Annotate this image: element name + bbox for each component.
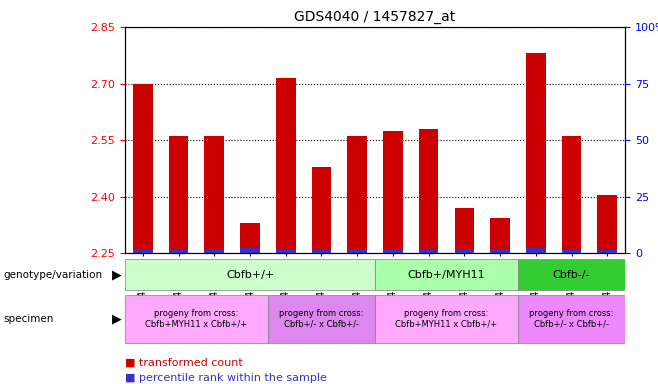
- Bar: [375, 259, 518, 290]
- Bar: [312, 167, 331, 253]
- Text: progeny from cross:
Cbfb+MYH11 x Cbfb+/+: progeny from cross: Cbfb+MYH11 x Cbfb+/+: [145, 309, 247, 328]
- Bar: [347, 136, 367, 253]
- Bar: [490, 218, 510, 253]
- Bar: [490, 249, 510, 253]
- Bar: [455, 208, 474, 253]
- Bar: [125, 295, 268, 343]
- Bar: [562, 136, 582, 253]
- Bar: [268, 295, 375, 343]
- Bar: [526, 248, 545, 253]
- Bar: [418, 129, 438, 253]
- Text: ▶: ▶: [112, 268, 122, 281]
- Bar: [205, 249, 224, 253]
- Text: progeny from cross:
Cbfb+/- x Cbfb+/-: progeny from cross: Cbfb+/- x Cbfb+/-: [529, 309, 614, 328]
- Bar: [312, 250, 331, 253]
- Bar: [597, 250, 617, 253]
- Bar: [562, 250, 582, 253]
- Text: ■ transformed count: ■ transformed count: [125, 358, 243, 368]
- Text: specimen: specimen: [3, 314, 54, 324]
- Bar: [240, 248, 260, 253]
- Text: Cbfb+/MYH11: Cbfb+/MYH11: [408, 270, 486, 280]
- Bar: [518, 295, 625, 343]
- Title: GDS4040 / 1457827_at: GDS4040 / 1457827_at: [294, 10, 456, 25]
- Bar: [168, 136, 188, 253]
- Bar: [455, 249, 474, 253]
- Text: progeny from cross:
Cbfb+/- x Cbfb+/-: progeny from cross: Cbfb+/- x Cbfb+/-: [279, 309, 364, 328]
- Bar: [418, 249, 438, 253]
- Bar: [133, 84, 153, 253]
- Bar: [276, 249, 295, 253]
- Bar: [276, 78, 295, 253]
- Text: genotype/variation: genotype/variation: [3, 270, 103, 280]
- Bar: [383, 249, 403, 253]
- Text: ■ percentile rank within the sample: ■ percentile rank within the sample: [125, 373, 327, 383]
- Bar: [168, 250, 188, 253]
- Text: ▶: ▶: [112, 312, 122, 325]
- Bar: [240, 223, 260, 253]
- Bar: [205, 136, 224, 253]
- Bar: [375, 295, 518, 343]
- Bar: [526, 53, 545, 253]
- Text: progeny from cross:
Cbfb+MYH11 x Cbfb+/+: progeny from cross: Cbfb+MYH11 x Cbfb+/+: [395, 309, 497, 328]
- Bar: [347, 249, 367, 253]
- Bar: [518, 259, 625, 290]
- Bar: [597, 195, 617, 253]
- Bar: [383, 131, 403, 253]
- Text: Cbfb+/+: Cbfb+/+: [226, 270, 274, 280]
- Bar: [125, 259, 375, 290]
- Bar: [133, 249, 153, 253]
- Text: Cbfb-/-: Cbfb-/-: [553, 270, 590, 280]
